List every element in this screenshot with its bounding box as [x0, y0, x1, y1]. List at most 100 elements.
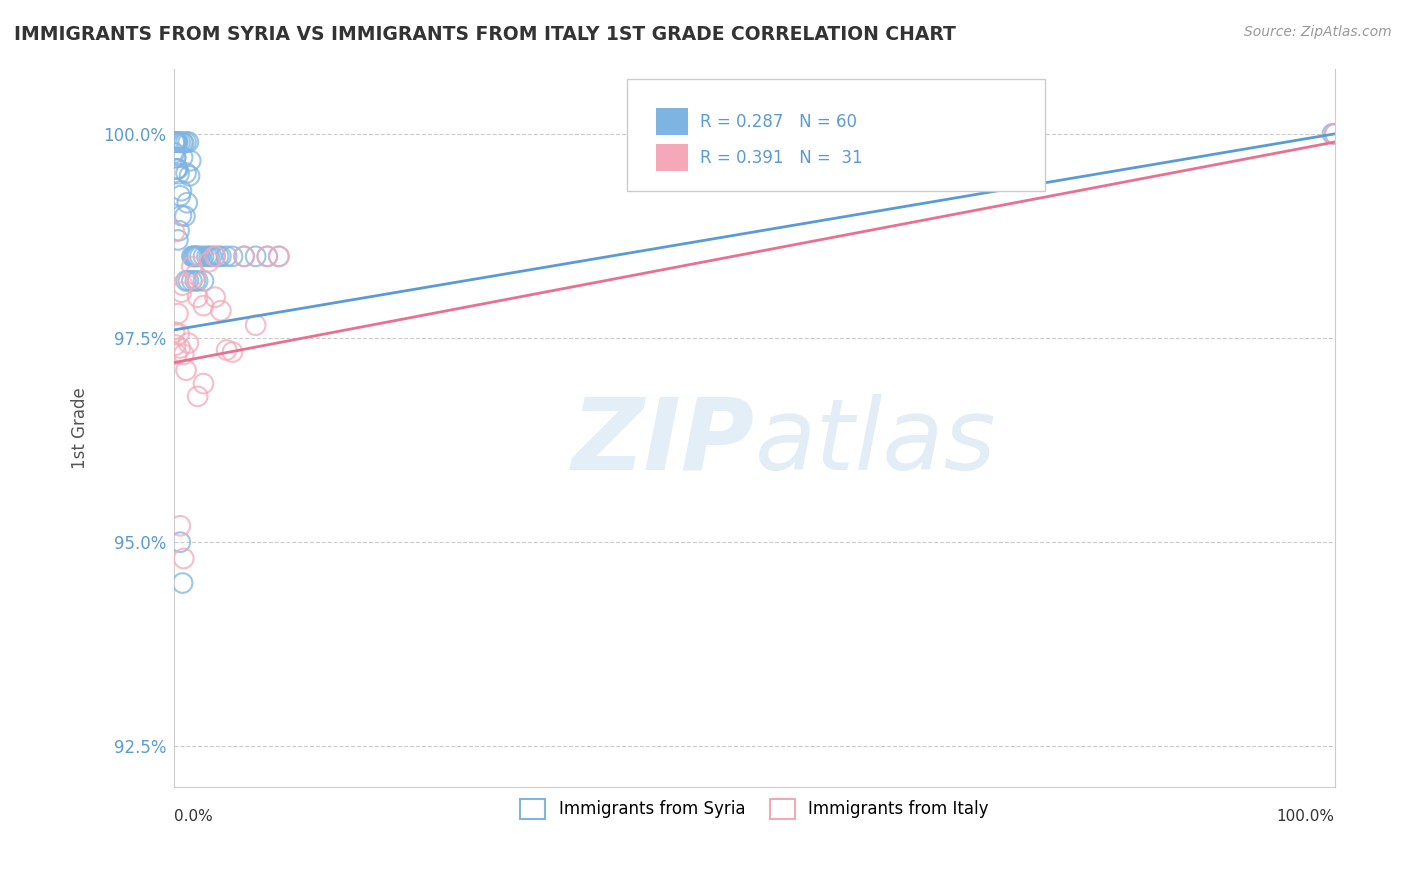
Point — [176, 195, 198, 210]
Point — [209, 249, 232, 263]
Point — [173, 551, 195, 566]
Point — [200, 249, 222, 263]
Point — [163, 145, 186, 160]
Y-axis label: 1st Grade: 1st Grade — [72, 387, 89, 468]
Point — [204, 290, 226, 304]
Point — [187, 389, 209, 403]
Point — [187, 274, 209, 288]
Point — [198, 254, 221, 268]
Point — [173, 136, 195, 150]
Point — [177, 336, 200, 351]
Point — [180, 260, 202, 274]
Text: 100.0%: 100.0% — [1277, 809, 1334, 823]
Point — [166, 135, 188, 149]
Point — [267, 249, 290, 263]
Point — [170, 209, 193, 223]
Point — [193, 299, 215, 313]
Point — [193, 249, 215, 263]
Point — [187, 290, 209, 304]
Point — [174, 274, 197, 288]
Point — [166, 162, 188, 177]
Point — [204, 249, 226, 263]
Point — [170, 184, 193, 198]
Point — [165, 338, 187, 352]
Point — [221, 249, 243, 263]
Point — [198, 249, 221, 263]
Point — [267, 249, 290, 263]
Point — [209, 303, 232, 318]
Point — [172, 576, 194, 591]
Point — [245, 249, 267, 263]
Point — [166, 135, 188, 149]
Text: atlas: atlas — [755, 393, 997, 491]
Point — [180, 249, 202, 263]
Point — [207, 249, 229, 263]
Point — [256, 249, 278, 263]
Point — [169, 519, 191, 533]
Point — [163, 325, 186, 339]
Point — [169, 189, 191, 203]
Text: R = 0.287   N = 60: R = 0.287 N = 60 — [700, 113, 858, 131]
Point — [1323, 127, 1346, 141]
Point — [180, 153, 202, 168]
Point — [233, 249, 256, 263]
Text: IMMIGRANTS FROM SYRIA VS IMMIGRANTS FROM ITALY 1ST GRADE CORRELATION CHART: IMMIGRANTS FROM SYRIA VS IMMIGRANTS FROM… — [14, 25, 956, 44]
Text: 0.0%: 0.0% — [174, 809, 214, 823]
Point — [1322, 127, 1344, 141]
Text: Source: ZipAtlas.com: Source: ZipAtlas.com — [1244, 25, 1392, 39]
Point — [172, 135, 194, 149]
Point — [167, 135, 190, 149]
Point — [167, 161, 190, 176]
Point — [174, 363, 197, 377]
Point — [169, 135, 191, 149]
Point — [204, 249, 226, 263]
Point — [221, 345, 243, 359]
Point — [165, 135, 187, 149]
Point — [172, 150, 194, 164]
Point — [233, 249, 256, 263]
Text: R = 0.391   N =  31: R = 0.391 N = 31 — [700, 149, 863, 168]
Point — [169, 535, 191, 549]
Point — [167, 224, 190, 238]
Point — [167, 167, 190, 181]
Point — [183, 249, 205, 263]
Point — [165, 135, 187, 149]
Point — [174, 209, 197, 223]
Point — [174, 135, 197, 149]
Point — [195, 249, 218, 263]
Point — [174, 166, 197, 180]
Text: ZIP: ZIP — [572, 393, 755, 491]
Bar — [657, 144, 689, 171]
FancyBboxPatch shape — [627, 79, 1045, 191]
Point — [167, 326, 190, 341]
Point — [193, 274, 215, 288]
Point — [166, 161, 188, 176]
Point — [170, 285, 193, 300]
Point — [163, 135, 186, 149]
Point — [165, 151, 187, 165]
Point — [215, 249, 238, 263]
Point — [177, 135, 200, 149]
Point — [256, 249, 278, 263]
Point — [1323, 127, 1346, 141]
Point — [187, 249, 209, 263]
Point — [188, 249, 211, 263]
Point — [165, 151, 187, 165]
Legend: Immigrants from Syria, Immigrants from Italy: Immigrants from Syria, Immigrants from I… — [513, 792, 995, 826]
Point — [167, 233, 190, 247]
Point — [184, 274, 207, 288]
Point — [172, 278, 194, 293]
Bar — [657, 108, 689, 136]
Point — [177, 274, 200, 288]
Point — [184, 268, 207, 282]
Point — [181, 249, 204, 263]
Point — [163, 225, 186, 239]
Point — [215, 343, 238, 357]
Point — [184, 249, 207, 263]
Point — [245, 318, 267, 333]
Point — [169, 341, 191, 355]
Point — [173, 347, 195, 361]
Point — [166, 347, 188, 361]
Point — [179, 169, 201, 183]
Point — [193, 376, 215, 391]
